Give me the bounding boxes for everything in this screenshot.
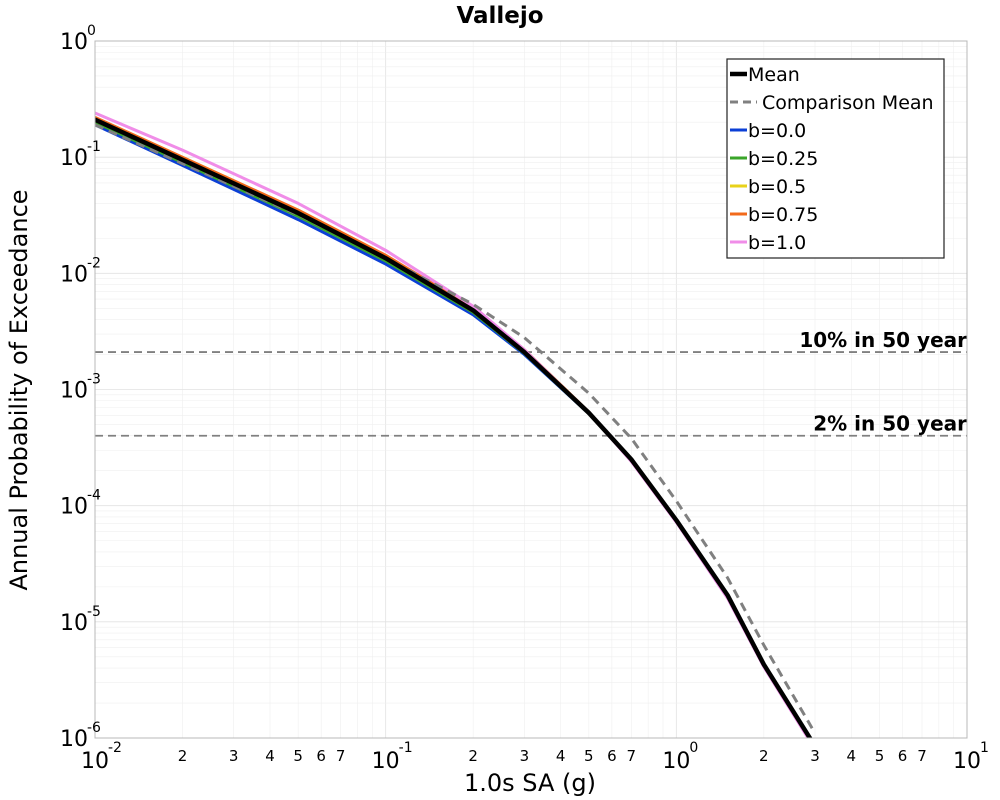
- chart-title: Vallejo: [456, 3, 543, 29]
- x-tick-exponent: 1: [980, 740, 989, 756]
- y-tick-exponent: -2: [87, 255, 101, 271]
- x-minor-tick-label: 3: [810, 747, 820, 765]
- y-tick-exponent: 0: [87, 23, 96, 39]
- reference-lines: 10% in 50 year 2% in 50 year: [95, 328, 967, 437]
- y-tick-label: 10: [60, 146, 88, 171]
- y-tick-label: 10: [60, 379, 88, 404]
- legend-label-b-0-0: b=0.0: [748, 120, 806, 142]
- x-minor-tick-label: 6: [898, 747, 908, 765]
- x-minor-tick-label: 2: [468, 747, 478, 765]
- y-tick-exponent: -4: [87, 488, 101, 504]
- x-tick-exponent: -2: [108, 740, 122, 756]
- series-line-b-1-0: [95, 111, 810, 738]
- y-tick-label: 10: [60, 262, 88, 287]
- x-minor-tick-label: 5: [875, 747, 885, 765]
- y-tick-label: 10: [60, 30, 88, 55]
- series-group: [95, 111, 817, 738]
- legend-label-mean: Mean: [748, 64, 800, 86]
- x-tick-label: 10: [81, 749, 109, 774]
- legend-label-b-1-0: b=1.0: [748, 232, 806, 254]
- x-minor-tick-label: 7: [627, 747, 637, 765]
- plot-area-frame: [94, 40, 968, 739]
- x-minor-tick-label: 6: [607, 747, 617, 765]
- x-minor-tick-label: 2: [759, 747, 769, 765]
- x-axis-label: 1.0s SA (g): [464, 769, 596, 797]
- legend-label-b-0-75: b=0.75: [748, 204, 818, 226]
- x-minor-tick-label: 3: [229, 747, 239, 765]
- legend: Mean Comparison Mean b=0.0 b=0.25 b=0.5 b=0.7…: [726, 58, 945, 259]
- x-minor-tick-label: 2: [178, 747, 188, 765]
- x-minor-tick-label: 4: [265, 747, 275, 765]
- legend-label-b-0-25: b=0.25: [748, 148, 818, 170]
- x-minor-tick-label: 4: [847, 747, 857, 765]
- series-line-b-0-5: [95, 118, 812, 738]
- y-axis-label: Annual Probability of Exceedance: [5, 189, 33, 590]
- plot-series: [95, 111, 817, 738]
- series-line-mean: [95, 117, 813, 738]
- reference-label-2-in-50-year: 2% in 50 year: [813, 412, 967, 436]
- y-tick-exponent: -5: [87, 604, 101, 620]
- series-line-b-0-75: [95, 115, 811, 738]
- x-tick-label: 10: [953, 749, 981, 774]
- x-tick-label: 10: [372, 749, 400, 774]
- y-tick-label: 10: [60, 495, 88, 520]
- x-minor-tick-label: 6: [316, 747, 326, 765]
- y-tick-exponent: -3: [87, 372, 101, 388]
- y-tick-label: 10: [60, 727, 88, 752]
- x-tick-label: 10: [662, 749, 690, 774]
- x-tick-exponent: -1: [399, 740, 413, 756]
- y-tick-label: 10: [60, 611, 88, 636]
- x-minor-tick-label: 7: [336, 747, 346, 765]
- x-minor-tick-label: 7: [917, 747, 927, 765]
- series-line-comparison-mean: [95, 123, 817, 734]
- legend-label-comparison-mean: Comparison Mean: [762, 92, 934, 114]
- reference-label-10-in-50-year: 10% in 50 year: [799, 328, 967, 352]
- x-minor-tick-label: 5: [584, 747, 594, 765]
- x-tick-exponent: 0: [689, 740, 698, 756]
- series-line-b-0-25: [95, 120, 812, 738]
- x-minor-tick-label: 5: [293, 747, 303, 765]
- legend-label-b-0-5: b=0.5: [748, 176, 806, 198]
- legend-box: [726, 58, 945, 259]
- x-minor-tick-label: 3: [520, 747, 530, 765]
- y-tick-exponent: -6: [87, 720, 101, 736]
- x-minor-tick-label: 4: [556, 747, 566, 765]
- y-tick-exponent: -1: [87, 139, 101, 155]
